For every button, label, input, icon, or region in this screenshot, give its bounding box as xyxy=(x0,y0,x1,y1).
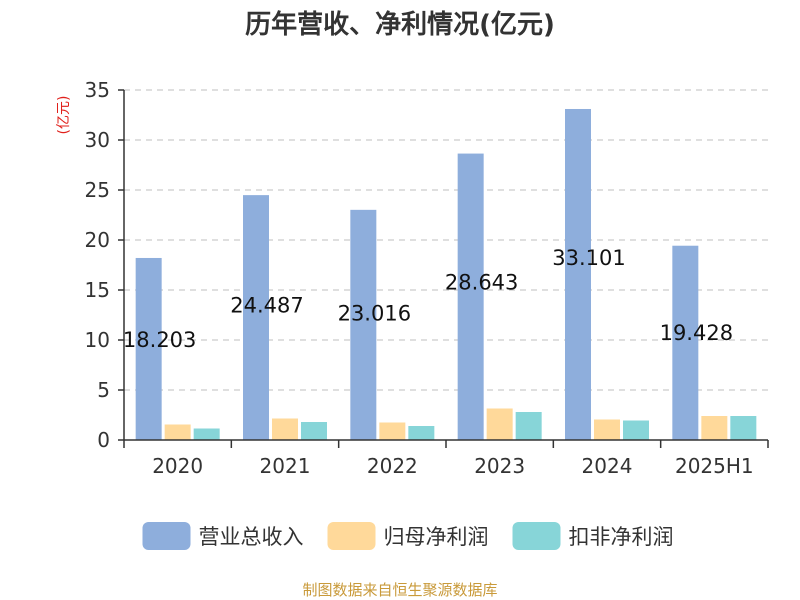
legend-swatch xyxy=(327,522,376,550)
bar-series-2 xyxy=(379,422,406,440)
bar-series-2 xyxy=(701,416,728,440)
bar-series-1 xyxy=(135,257,162,440)
legend-swatch xyxy=(512,522,561,550)
x-tick-label: 2021 xyxy=(260,454,311,478)
bar-series-3 xyxy=(730,416,757,440)
bar-series-3 xyxy=(408,426,435,440)
y-tick-label: 30 xyxy=(85,128,110,152)
data-label: 18.203 xyxy=(123,328,196,352)
legend-label: 营业总收入 xyxy=(199,525,304,549)
y-axis-label: (亿元) xyxy=(56,96,72,135)
y-tick-label: 5 xyxy=(97,378,110,402)
bar-series-1 xyxy=(350,209,377,440)
y-tick-label: 0 xyxy=(97,428,110,452)
bar-series-1 xyxy=(565,108,591,441)
data-label: 23.016 xyxy=(338,301,411,325)
legend-label: 扣非净利润 xyxy=(569,525,674,549)
y-tick-label: 25 xyxy=(85,178,110,202)
bar-series-3 xyxy=(301,422,327,440)
data-label: 19.428 xyxy=(660,321,733,345)
legend: 营业总收入 归母净利润 扣非净利润 xyxy=(142,522,674,550)
bar-series-1 xyxy=(672,245,699,440)
legend-label: 归母净利润 xyxy=(384,525,489,549)
x-tick-label: 2024 xyxy=(582,454,633,478)
bar-series-1 xyxy=(457,153,484,440)
bar-series-3 xyxy=(193,428,220,440)
x-tick-label: 2022 xyxy=(367,454,418,478)
y-tick-label: 20 xyxy=(85,228,110,252)
bar-series-2 xyxy=(594,419,620,440)
x-tick-label: 2025H1 xyxy=(675,454,754,478)
bar-series-3 xyxy=(515,412,542,440)
axes: 0 5 10 15 20 25 30 35 2020 2021 2022 2023 2024 2025H1 xyxy=(85,78,769,478)
bar-series-1 xyxy=(243,195,269,440)
legend-swatch xyxy=(142,522,191,550)
source-note: 制图数据来自恒生聚源数据库 xyxy=(302,581,497,599)
chart-title: 历年营收、净利情况(亿元) xyxy=(245,9,555,40)
gridlines xyxy=(124,89,768,391)
bars xyxy=(135,108,757,441)
y-tick-label: 15 xyxy=(85,278,110,302)
y-tick-label: 10 xyxy=(85,328,110,352)
bar-series-2 xyxy=(486,408,513,440)
x-tick-label: 2020 xyxy=(152,454,203,478)
data-label: 24.487 xyxy=(230,293,303,317)
bar-series-2 xyxy=(272,418,298,440)
data-label: 28.643 xyxy=(445,270,518,294)
data-label: 33.101 xyxy=(552,246,625,270)
x-tick-label: 2023 xyxy=(474,454,525,478)
y-tick-label: 35 xyxy=(85,78,110,102)
bar-series-3 xyxy=(623,420,649,440)
bar-series-2 xyxy=(164,424,191,440)
data-labels: 18.203 24.487 23.016 28.643 33.101 19.428 xyxy=(123,246,733,352)
